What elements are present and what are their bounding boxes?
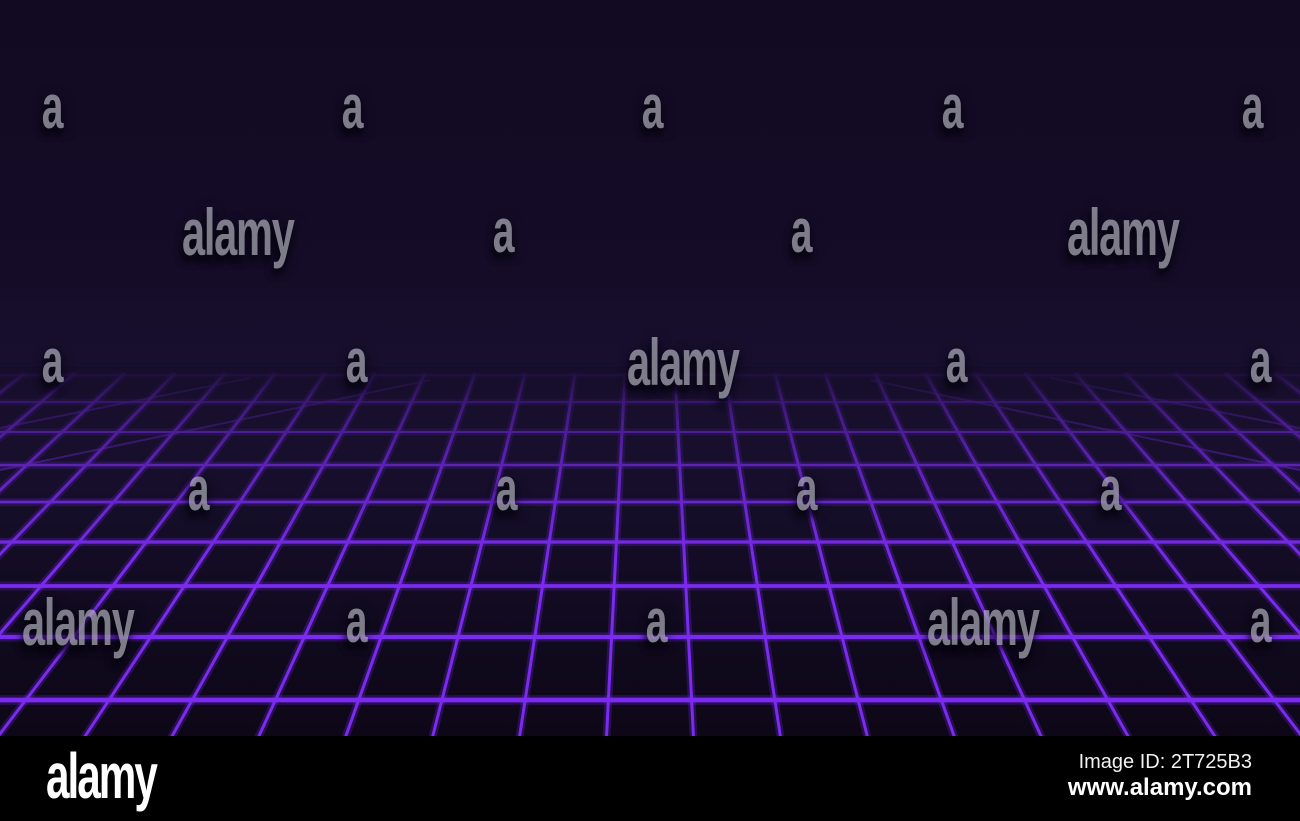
image-id-text: Image ID: 2T725B3 bbox=[1078, 751, 1252, 773]
alamy-logo: alamy bbox=[46, 740, 158, 812]
footer-bar: alamy Image ID: 2T725B3 www.alamy.com bbox=[0, 736, 1300, 821]
alamy-url-text: www.alamy.com bbox=[1067, 774, 1252, 801]
image-id-block: Image ID: 2T725B3 www.alamy.com bbox=[1068, 750, 1252, 802]
sky-background bbox=[0, 0, 1300, 400]
